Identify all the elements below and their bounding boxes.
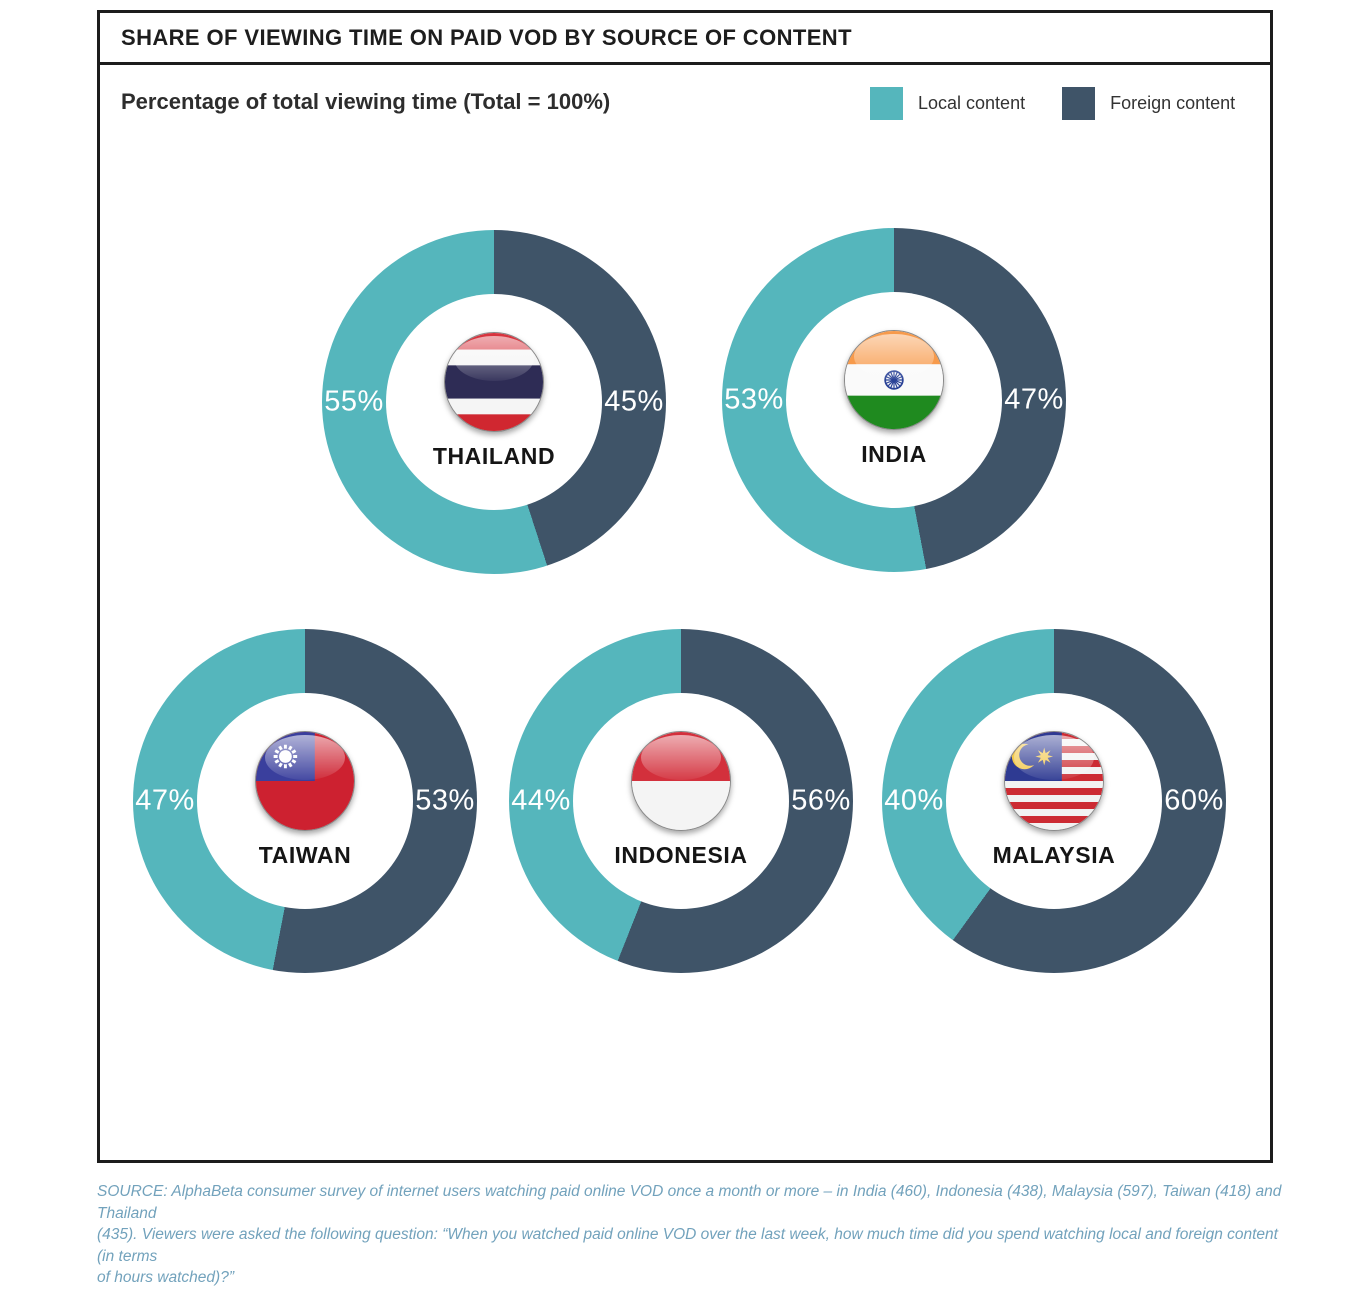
source-note-line: of hours watched)?” (97, 1269, 234, 1286)
donut-chart-taiwan: 47% 53% TAIWAN (133, 629, 477, 973)
local-content-swatch (870, 87, 903, 120)
foreign-share-label: 60% (1164, 784, 1224, 817)
indonesia-flag-icon (631, 731, 731, 831)
chart-frame: SHARE OF VIEWING TIME ON PAID VOD BY SOU… (97, 10, 1273, 1163)
thailand-flag-icon (444, 332, 544, 432)
donut-chart-thailand: 55% 45% THAILAND (322, 230, 666, 574)
legend: Local content Foreign content (870, 87, 1235, 120)
local-share-label: 40% (884, 784, 944, 817)
foreign-share-label: 45% (604, 385, 664, 418)
local-share-label: 55% (324, 385, 384, 418)
legend-item-local: Local content (870, 87, 1025, 120)
legend-item-foreign: Foreign content (1062, 87, 1235, 120)
country-label: THAILAND (432, 443, 556, 469)
local-share-label: 44% (511, 784, 571, 817)
donut-chart-malaysia: 40% 60% MALAYSIA (882, 629, 1226, 973)
country-label: INDONESIA (614, 842, 748, 868)
india-flag-icon (844, 330, 944, 430)
source-note: SOURCE: AlphaBeta consumer survey of int… (97, 1181, 1282, 1289)
malaysia-flag-icon (1004, 731, 1104, 831)
foreign-share-label: 53% (415, 784, 475, 817)
taiwan-flag-icon (255, 731, 355, 831)
country-label: INDIA (861, 441, 927, 467)
donut-chart-india: 53% 47% IN (722, 228, 1066, 572)
source-note-line: SOURCE: AlphaBeta consumer survey of int… (97, 1183, 1282, 1222)
donut-chart-indonesia: 44% 56% INDONESIA (509, 629, 853, 973)
country-label: TAIWAN (258, 842, 352, 868)
legend-label-local: Local content (918, 93, 1026, 113)
country-label: MALAYSIA (992, 842, 1116, 868)
chart-subtitle: Percentage of total viewing time (Total … (121, 89, 611, 114)
local-share-label: 53% (724, 383, 784, 416)
chart-title: SHARE OF VIEWING TIME ON PAID VOD BY SOU… (121, 25, 852, 50)
foreign-content-swatch (1062, 87, 1096, 120)
chart-title-bar: SHARE OF VIEWING TIME ON PAID VOD BY SOU… (100, 13, 1270, 65)
foreign-share-label: 47% (1004, 383, 1064, 416)
legend-label-foreign: Foreign content (1110, 93, 1236, 113)
source-note-line: (435). Viewers were asked the following … (97, 1226, 1278, 1265)
foreign-share-label: 56% (791, 784, 851, 817)
local-share-label: 47% (135, 784, 195, 817)
